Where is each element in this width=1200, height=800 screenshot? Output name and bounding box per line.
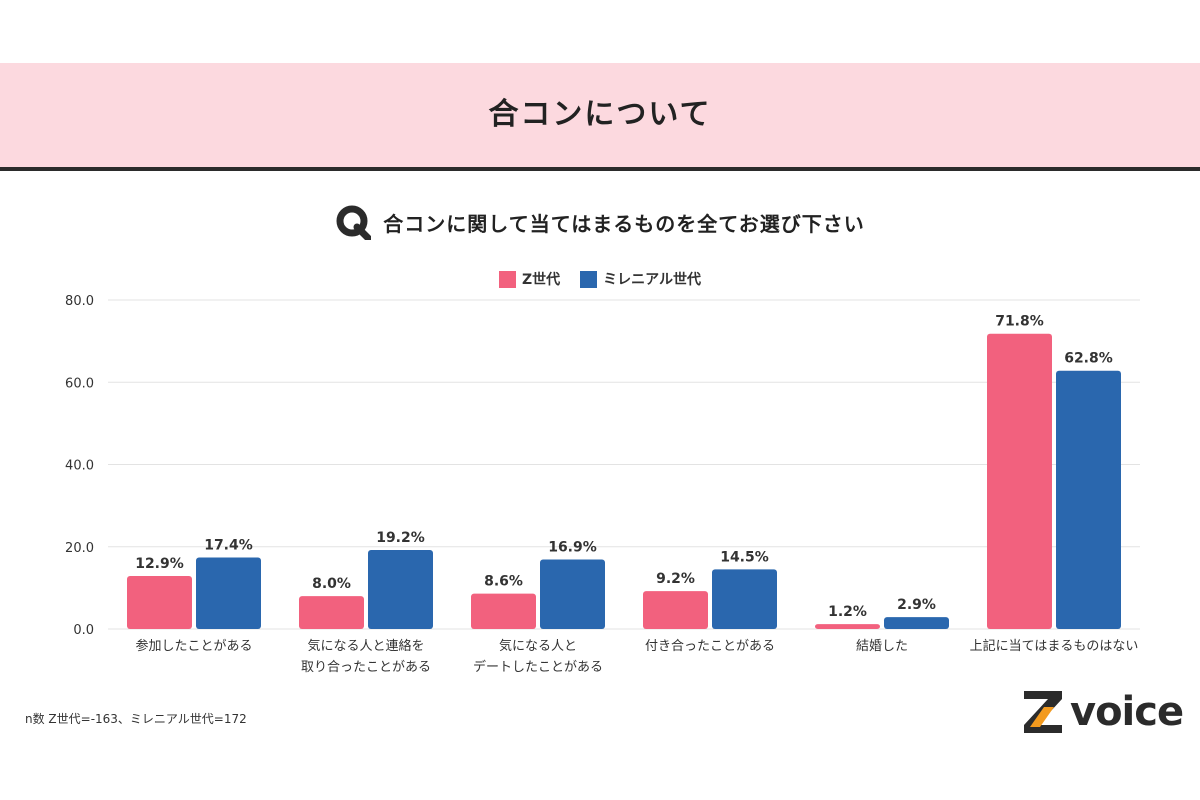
bar-z [127, 575, 192, 629]
y-tick-label: 0.0 [73, 623, 94, 638]
bar-z [643, 591, 708, 629]
bar-z [299, 596, 364, 629]
data-label: 8.0% [312, 576, 351, 592]
question-row: 合コンに関して当てはまるものを全てお選び下さい [0, 202, 1200, 242]
data-label: 2.9% [897, 597, 936, 613]
bar-millennial [712, 569, 777, 629]
legend-swatch-millennial [580, 270, 598, 288]
legend-label-millennial: ミレニアル世代 [603, 272, 702, 288]
chart-legend: Z世代 ミレニアル世代 [0, 268, 1200, 290]
y-tick-label: 80.0 [65, 294, 94, 309]
data-label: 8.6% [484, 574, 523, 590]
data-label: 16.9% [548, 539, 597, 555]
data-label: 12.9% [135, 556, 184, 572]
bar-millennial [196, 557, 261, 629]
bar-millennial [540, 559, 605, 629]
data-label: 19.2% [376, 530, 425, 546]
x-tick-label: 結婚した [856, 639, 908, 654]
data-label: 71.8% [995, 314, 1044, 330]
page-title: 合コンについて [488, 97, 712, 132]
x-tick-label: 取り合ったことがある [301, 660, 431, 675]
bar-z [987, 333, 1052, 629]
x-tick-label: 気になる人と [499, 638, 577, 654]
x-tick-label: 付き合ったことがある [645, 639, 775, 654]
zvoice-logo: voice [1020, 682, 1195, 742]
x-tick-label: 気になる人と連絡を [307, 638, 424, 654]
legend-item-millennial: ミレニアル世代 [580, 269, 701, 289]
x-tick-label: デートしたことがある [473, 659, 603, 675]
bar-millennial [1056, 370, 1121, 629]
legend-item-z: Z世代 [498, 269, 561, 289]
header-band: 合コンについて [0, 63, 1200, 171]
bar-millennial [368, 550, 433, 629]
data-label: 1.2% [828, 604, 867, 620]
bar-millennial [884, 617, 949, 629]
data-label: 17.4% [204, 537, 253, 553]
bar-z [815, 624, 880, 629]
question-text: 合コンに関して当てはまるものを全てお選び下さい [383, 211, 865, 236]
y-tick-label: 60.0 [65, 376, 94, 391]
legend-label-z: Z世代 [521, 272, 561, 288]
logo-text: voice [1070, 689, 1184, 735]
z-logo-icon [1024, 691, 1062, 733]
y-tick-label: 40.0 [65, 459, 94, 474]
bar-chart: 0.0 20.0 40.0 60.0 80.0 12.9% 17.4% 参加したことがある 8.… [65, 294, 1140, 675]
data-label: 62.8% [1064, 351, 1113, 367]
sample-size-note: n数 Z世代=-163、ミレニアル世代=172 [25, 712, 247, 726]
q-icon [336, 205, 372, 240]
x-tick-label: 参加したことがある [135, 638, 252, 654]
bar-z [471, 593, 536, 629]
data-label: 9.2% [656, 571, 695, 587]
data-label: 14.5% [720, 549, 769, 565]
legend-swatch-z [498, 270, 516, 288]
y-tick-label: 20.0 [65, 541, 94, 556]
x-tick-label: 上記に当てはまるものはない [970, 638, 1139, 654]
